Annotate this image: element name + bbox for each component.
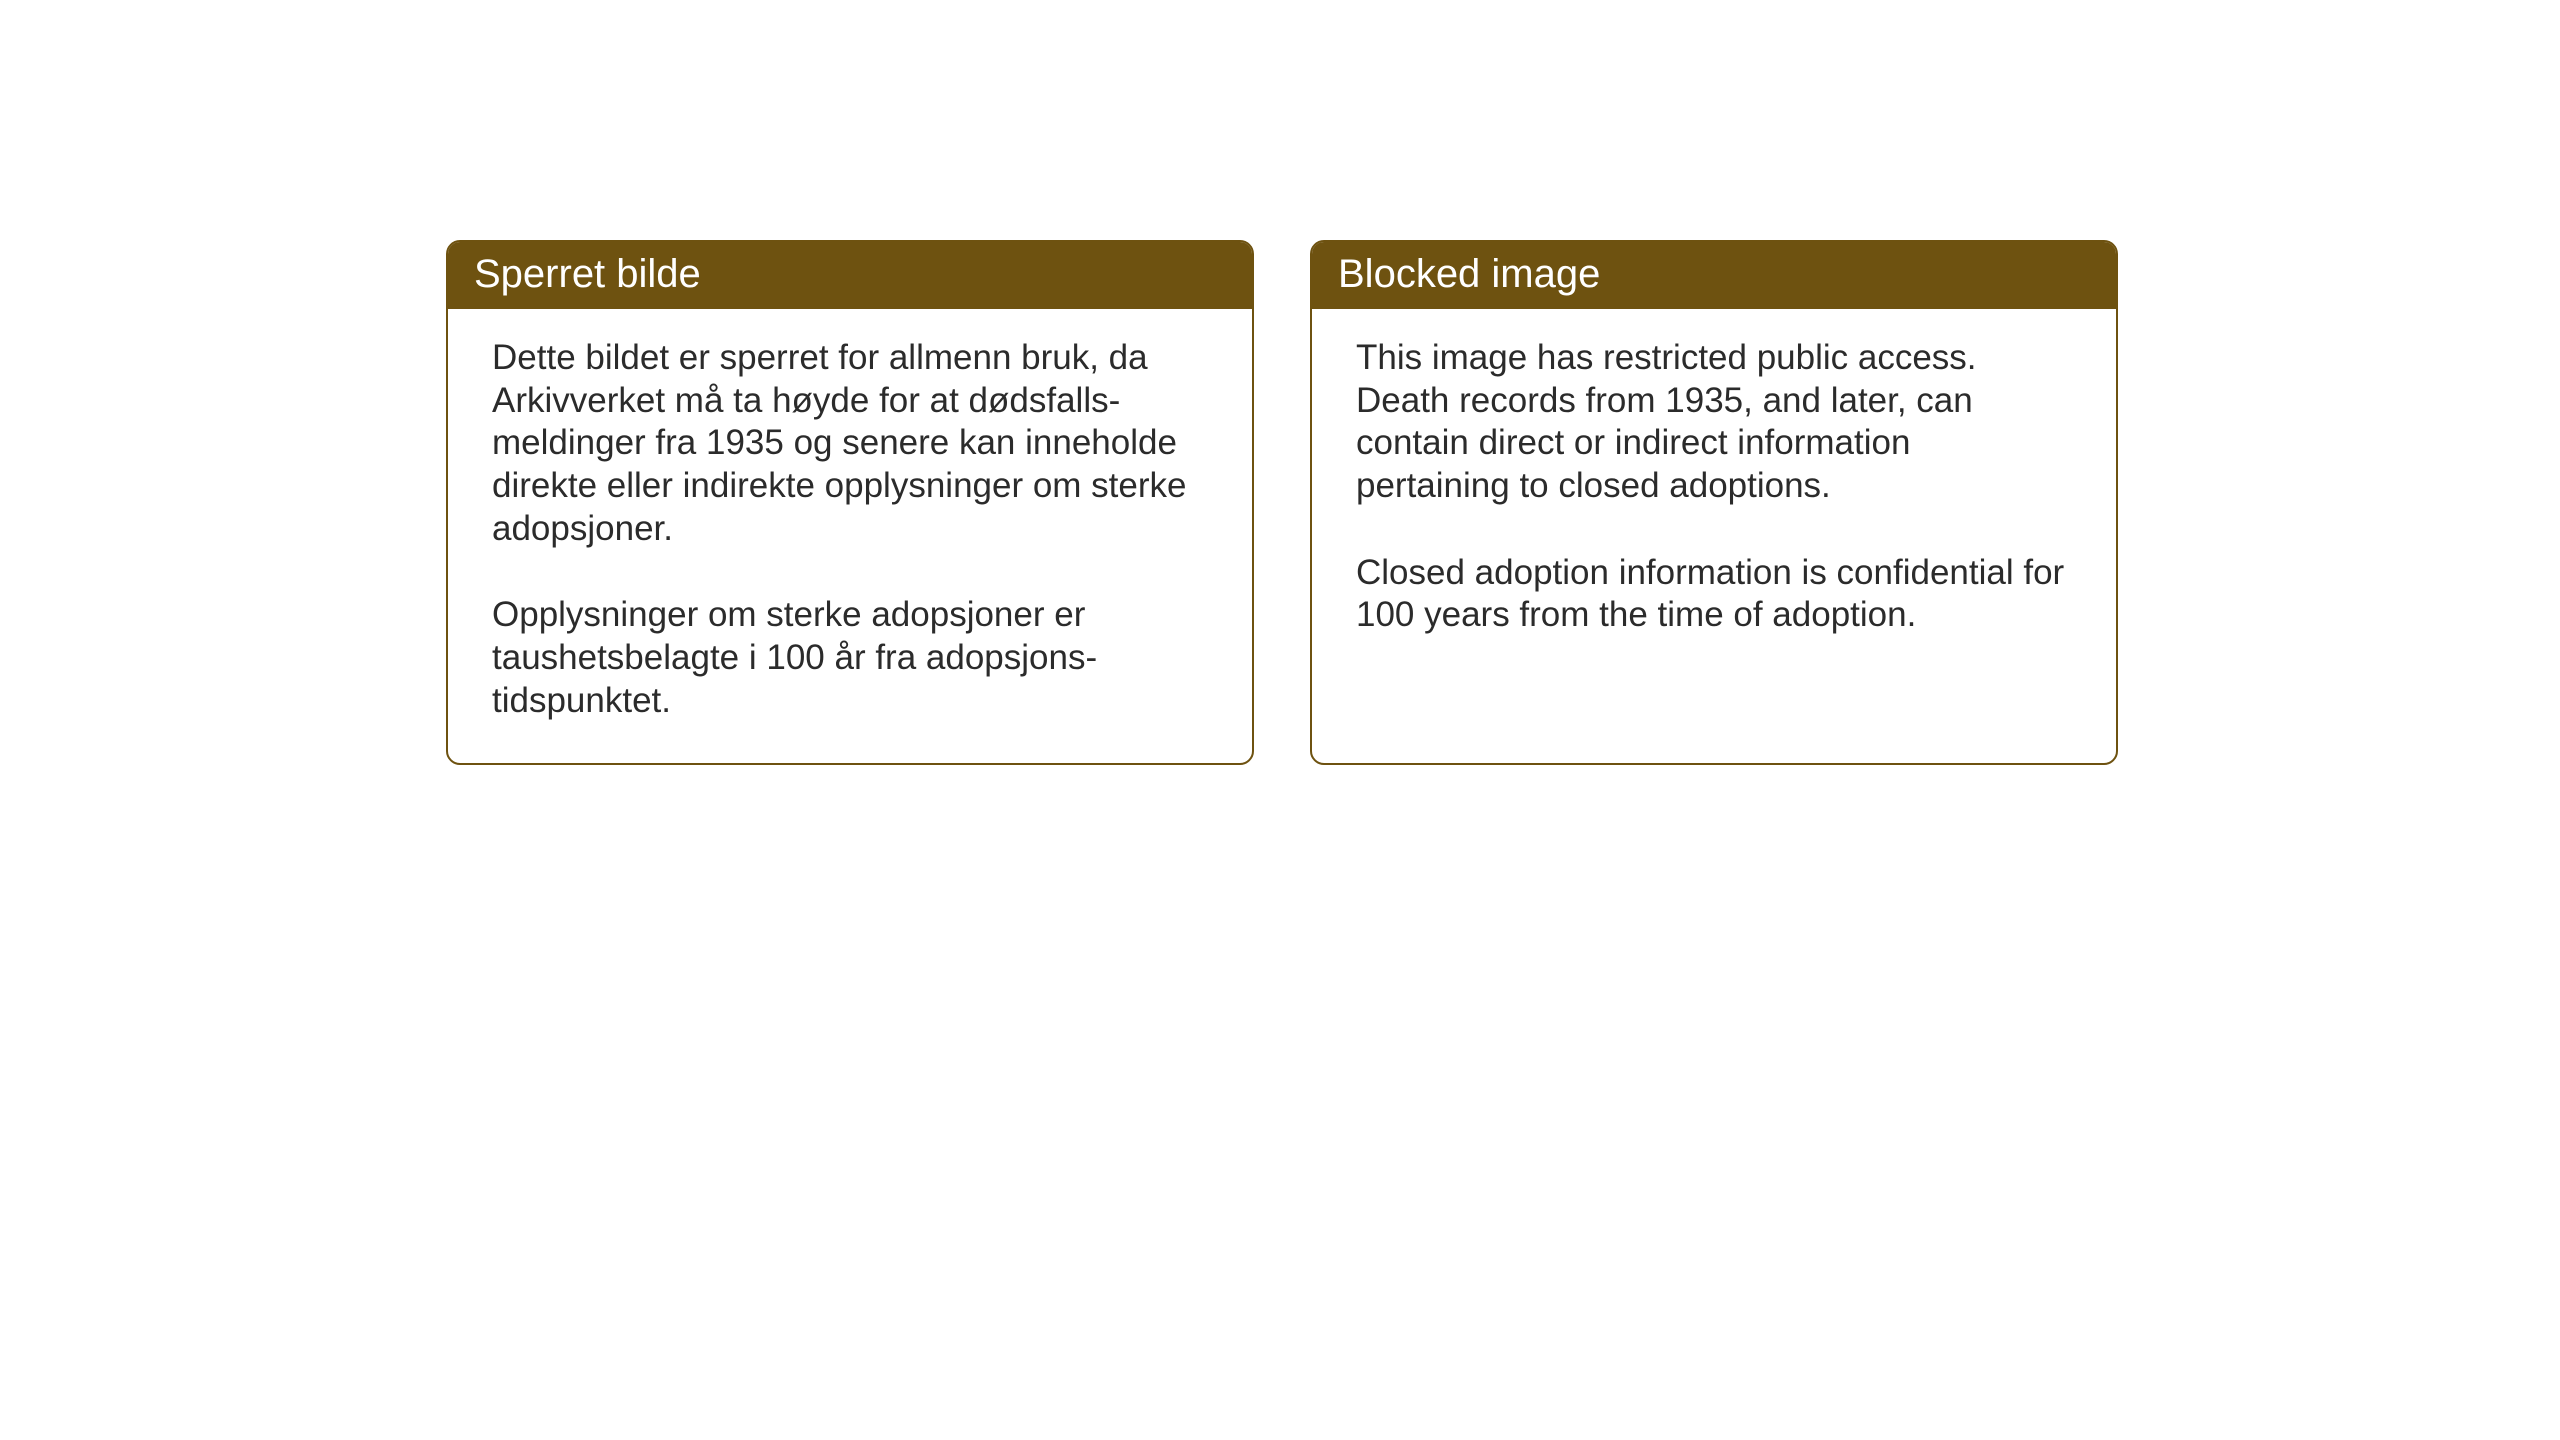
notice-box-english: Blocked image This image has restricted … <box>1310 240 2118 765</box>
notice-paragraph: Opplysninger om sterke adopsjoner er tau… <box>492 594 1208 722</box>
notice-paragraph: This image has restricted public access.… <box>1356 337 2072 508</box>
notice-box-norwegian: Sperret bilde Dette bildet er sperret fo… <box>446 240 1254 765</box>
notice-body-english: This image has restricted public access.… <box>1312 309 2116 699</box>
notice-body-norwegian: Dette bildet er sperret for allmenn bruk… <box>448 309 1252 763</box>
notice-container: Sperret bilde Dette bildet er sperret fo… <box>446 240 2118 765</box>
notice-header-norwegian: Sperret bilde <box>448 242 1252 309</box>
notice-paragraph: Closed adoption information is confident… <box>1356 552 2072 637</box>
notice-paragraph: Dette bildet er sperret for allmenn bruk… <box>492 337 1208 550</box>
notice-header-english: Blocked image <box>1312 242 2116 309</box>
